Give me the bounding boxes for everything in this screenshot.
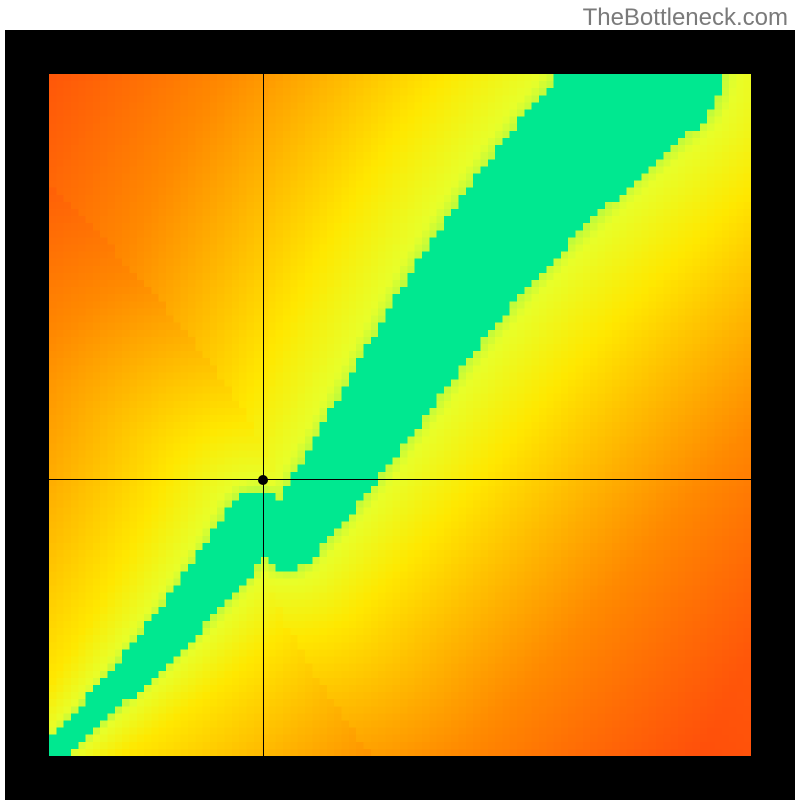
crosshair-vertical xyxy=(263,74,264,756)
crosshair-dot xyxy=(258,475,268,485)
watermark-text: TheBottleneck.com xyxy=(583,4,788,32)
plot-frame xyxy=(5,30,795,800)
heatmap-canvas xyxy=(49,74,751,756)
chart-container: TheBottleneck.com xyxy=(0,0,800,800)
crosshair-horizontal xyxy=(49,479,751,480)
